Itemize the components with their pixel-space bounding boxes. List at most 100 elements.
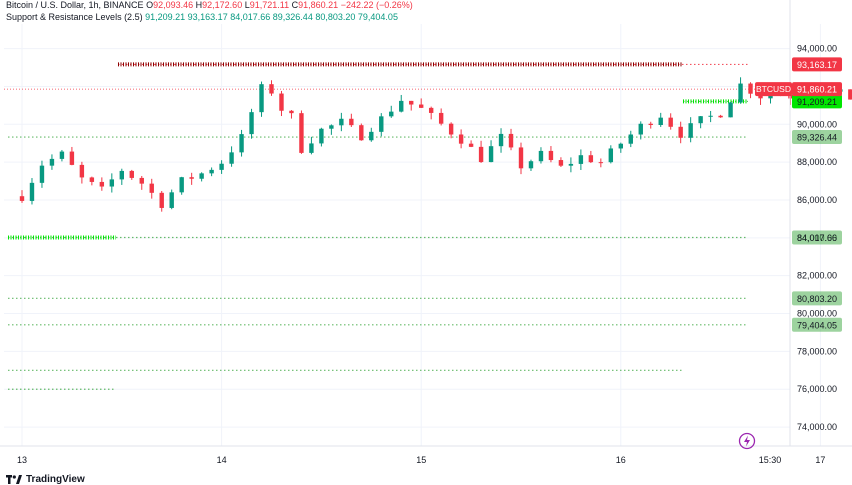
high-label: H: [195, 0, 203, 10]
candle-body: [399, 100, 404, 112]
candle-body: [239, 134, 244, 153]
level-price-tag: [792, 94, 842, 109]
candle-body: [409, 100, 414, 105]
close-label: C: [291, 0, 299, 10]
candle-body: [618, 143, 623, 149]
level-price-tag: [792, 291, 842, 306]
candle-body: [488, 146, 494, 163]
symbol-title: Bitcoin / U.S. Dollar, 1h, BINANCE: [6, 0, 144, 10]
candle-body: [149, 183, 154, 193]
candle-body: [748, 83, 753, 94]
candle-body: [29, 182, 35, 201]
candle-body: [538, 150, 544, 162]
level-price-label: 84,017.66: [797, 233, 837, 243]
indicator-header[interactable]: Support & Resistance Levels (2.5) 91,209…: [6, 12, 398, 22]
high-value: 92,172.60: [202, 0, 243, 10]
candle-body: [768, 95, 773, 99]
level-price-label: 91,209.21: [797, 97, 837, 107]
indicator-value-4: 89,326.44: [272, 12, 313, 22]
candle-body: [349, 118, 354, 126]
close-value: 91,860.21: [298, 0, 339, 10]
support-resistance-levels: [4, 62, 790, 390]
x-tick-label: 15: [416, 455, 426, 465]
level-price-labels: 93,163.17 91,209.21 89,326.44 84,017.66 80,8…: [755, 57, 842, 332]
candle-body: [119, 170, 124, 180]
candle-body: [279, 93, 284, 111]
candle-body: [129, 170, 134, 178]
symbol-tag: [755, 82, 792, 97]
candle-body: [169, 192, 174, 208]
candle-body: [209, 169, 214, 174]
candle-body: [678, 126, 683, 138]
candle-body: [419, 104, 424, 108]
y-tick-label: 94,000.00: [797, 44, 837, 54]
candle-body: [139, 177, 144, 184]
candle-body: [329, 125, 334, 129]
candle-body: [229, 152, 234, 164]
lightning-icon[interactable]: [738, 432, 756, 455]
level-price-tag: [792, 57, 842, 72]
x-tick-label: 13: [17, 455, 27, 465]
change-value: −242.22 (−0.26%): [340, 0, 413, 10]
candle-body: [568, 163, 574, 166]
y-tick-label: 76,000.00: [797, 384, 837, 394]
level-price-label: 93,163.17: [797, 60, 837, 70]
candle-body: [269, 84, 274, 94]
candle-body: [658, 117, 663, 125]
level-price-label: 80,803.20: [797, 294, 837, 304]
low-value: 91,721.11: [249, 0, 290, 10]
indicator-name[interactable]: Support & Resistance Levels (2.5): [6, 12, 143, 22]
y-tick-label: 90,000.00: [797, 119, 837, 129]
level-price-label: 79,404.05: [797, 320, 837, 330]
level-price-tag: [792, 317, 842, 332]
y-tick-label: 82,000.00: [797, 271, 837, 281]
indicator-value-2: 93,163.17: [187, 12, 228, 22]
candle-body: [219, 163, 224, 170]
candle-body: [289, 110, 294, 114]
indicator-value-6: 79,404.05: [357, 12, 398, 22]
y-tick-label: 88,000.00: [797, 157, 837, 167]
candle-body: [728, 102, 733, 118]
candle-body: [89, 177, 95, 182]
candles: [19, 77, 852, 212]
candle-body: [718, 115, 723, 118]
x-tick-label: 14: [217, 455, 227, 465]
candle-body: [698, 116, 703, 124]
candle-body: [528, 161, 534, 169]
candle-body: [79, 164, 85, 178]
candle-body: [19, 196, 25, 201]
candle-body: [578, 155, 584, 164]
candle-body: [199, 173, 204, 179]
current-price-tag: [792, 82, 842, 97]
candle-body: [548, 150, 554, 161]
candle-body: [49, 158, 55, 166]
candle-body: [608, 148, 614, 163]
open-label: O: [146, 0, 154, 10]
candle-body: [299, 113, 304, 153]
low-label: L: [244, 0, 250, 10]
candle-body: [99, 181, 105, 187]
candle-body: [558, 160, 564, 166]
indicator-value-3: 84,017.66: [230, 12, 271, 22]
candle-body: [249, 112, 254, 135]
candle-body: [638, 123, 643, 135]
candle-body: [428, 107, 434, 113]
symbol-tag-label: BTCUSD: [756, 84, 791, 94]
candle-body: [189, 177, 194, 179]
level-price-label: 89,326.44: [797, 133, 837, 143]
level-price-tag: [792, 230, 842, 245]
candle-body: [259, 84, 264, 113]
tradingview-brand[interactable]: TradingView: [6, 474, 85, 485]
candle-body: [848, 89, 852, 100]
y-tick-label: 78,000.00: [797, 346, 837, 356]
time-axis: 131415161718192015:30: [0, 445, 852, 465]
candle-body: [39, 165, 45, 183]
candle-body: [438, 112, 444, 124]
x-tick-label: 16: [616, 455, 626, 465]
indicator-value-1: 91,209.21: [145, 12, 186, 22]
candle-body: [458, 134, 464, 144]
candle-body: [159, 192, 164, 208]
candle-body: [508, 133, 514, 148]
y-tick-label: 80,000.00: [797, 309, 837, 319]
